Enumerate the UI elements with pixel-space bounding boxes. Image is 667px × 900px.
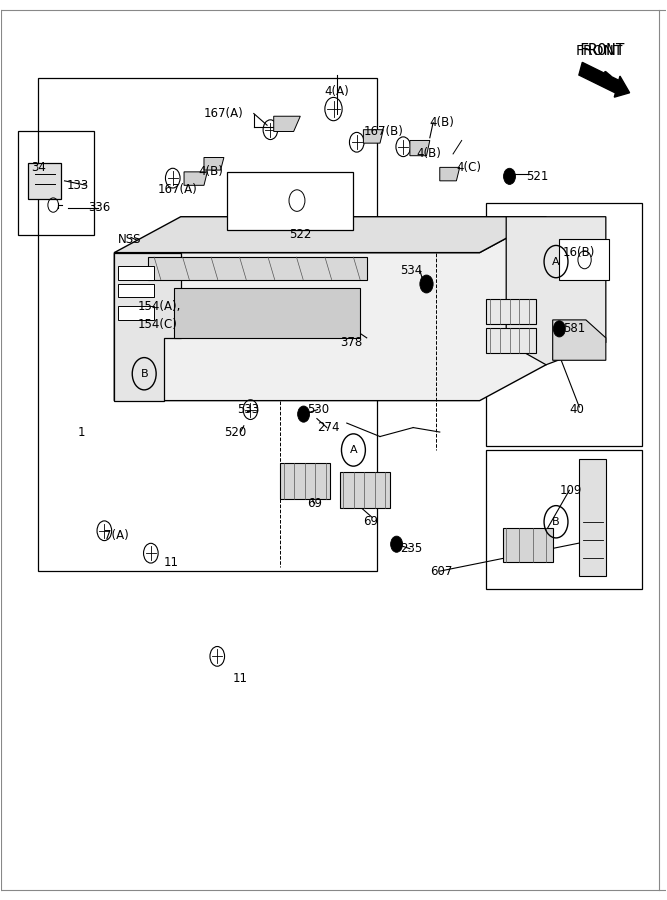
Polygon shape (273, 116, 300, 131)
Bar (486, 300, 536, 324)
Text: 4(B): 4(B) (430, 116, 455, 129)
Text: B: B (552, 517, 560, 526)
Polygon shape (184, 172, 207, 185)
Bar (560, 239, 609, 280)
Bar (486, 450, 642, 590)
Text: B: B (140, 369, 148, 379)
Text: FRONT: FRONT (576, 44, 624, 58)
Text: 4(B): 4(B) (416, 148, 442, 160)
Circle shape (420, 275, 433, 293)
Text: 69: 69 (364, 516, 378, 528)
FancyArrow shape (579, 62, 630, 97)
Bar (174, 289, 360, 338)
Polygon shape (204, 158, 224, 170)
Text: A: A (350, 445, 358, 455)
Bar (227, 172, 354, 230)
Text: 530: 530 (307, 403, 329, 416)
Text: 534: 534 (400, 264, 422, 277)
Text: FRONT: FRONT (579, 43, 625, 58)
Bar (486, 203, 642, 446)
Text: 581: 581 (563, 322, 585, 336)
Text: 521: 521 (526, 170, 548, 183)
Polygon shape (410, 140, 430, 156)
Polygon shape (506, 217, 606, 364)
Bar (503, 528, 553, 562)
Polygon shape (114, 217, 546, 253)
Text: 336: 336 (88, 202, 110, 214)
Bar (117, 266, 154, 280)
Text: 16(B): 16(B) (563, 246, 595, 259)
Text: 69: 69 (307, 498, 322, 510)
Polygon shape (114, 217, 546, 400)
Bar (340, 472, 390, 508)
Circle shape (554, 320, 566, 337)
Text: 11: 11 (233, 672, 248, 685)
Bar (280, 464, 330, 500)
Polygon shape (114, 253, 181, 400)
Text: 167(A): 167(A) (157, 184, 197, 196)
Text: 235: 235 (400, 542, 422, 555)
Text: 520: 520 (224, 426, 246, 438)
Text: 34: 34 (31, 161, 46, 174)
Text: 274: 274 (317, 421, 340, 434)
Text: 40: 40 (570, 403, 584, 416)
Text: 167(A): 167(A) (204, 107, 243, 120)
Bar (18, 131, 94, 235)
Text: 607: 607 (430, 564, 452, 578)
Bar (117, 306, 154, 319)
Text: 1: 1 (78, 426, 85, 438)
Polygon shape (28, 163, 61, 199)
Circle shape (391, 536, 403, 553)
Text: 109: 109 (560, 484, 582, 497)
Circle shape (504, 168, 516, 184)
Text: 154(A),: 154(A), (137, 300, 181, 313)
Bar (486, 328, 536, 353)
Bar (117, 284, 154, 298)
Text: 7(A): 7(A) (104, 528, 129, 542)
Text: 167(B): 167(B) (364, 125, 404, 138)
Text: NSS: NSS (117, 233, 141, 246)
Text: 154(C): 154(C) (137, 318, 177, 331)
Text: 4(B): 4(B) (198, 166, 223, 178)
Circle shape (297, 406, 309, 422)
Polygon shape (364, 130, 384, 143)
Bar (38, 77, 377, 572)
Text: 4(A): 4(A) (324, 85, 350, 97)
Text: 4(C): 4(C) (456, 161, 482, 174)
Text: 522: 522 (289, 229, 311, 241)
Polygon shape (147, 257, 367, 280)
Polygon shape (440, 167, 460, 181)
Polygon shape (553, 320, 606, 360)
Text: 11: 11 (163, 555, 178, 569)
Text: A: A (552, 256, 560, 266)
Polygon shape (579, 459, 606, 576)
Text: 533: 533 (237, 403, 259, 416)
Text: 378: 378 (340, 336, 362, 349)
Text: 133: 133 (67, 179, 89, 192)
